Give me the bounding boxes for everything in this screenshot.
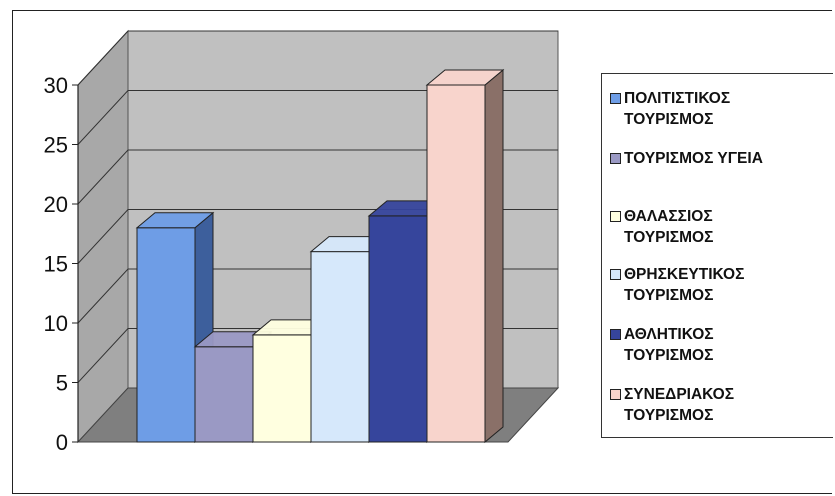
y-tick-label: 15 <box>44 252 68 277</box>
legend-item: ΠΟΛΙΤΙΣΤΙΚΟΣ ΤΟΥΡΙΣΜΟΣ <box>610 88 824 130</box>
legend-item: ΤΟΥΡΙΣΜΟΣ ΥΓΕΙΑ <box>610 148 824 169</box>
legend-label: ΑΘΛΗΤΙΚΟΣ ΤΟΥΡΙΣΜΟΣ <box>624 326 714 364</box>
legend-item: ΑΘΛΗΤΙΚΟΣ ΤΟΥΡΙΣΜΟΣ <box>610 324 824 366</box>
legend-item: ΘΡΗΣΚΕΥΤΙΚΟΣ ΤΟΥΡΙΣΜΟΣ <box>610 264 824 306</box>
legend-swatch <box>610 211 621 222</box>
bar-top <box>425 69 505 86</box>
gridline <box>77 149 558 205</box>
legend-item: ΘΑΛΑΣΣΙΟΣ ΤΟΥΡΙΣΜΟΣ <box>610 206 824 248</box>
legend-label: ΤΟΥΡΙΣΜΟΣ ΥΓΕΙΑ <box>624 150 763 167</box>
bar <box>194 346 254 443</box>
legend-swatch <box>610 329 621 340</box>
y-tick-label: 30 <box>44 73 68 98</box>
bar-side <box>484 68 504 444</box>
legend-swatch <box>610 93 621 104</box>
legend-label: ΘΑΛΑΣΣΙΟΣ ΤΟΥΡΙΣΜΟΣ <box>624 208 714 246</box>
y-tick-label: 5 <box>56 371 68 396</box>
legend-label: ΘΡΗΣΚΕΥΤΙΚΟΣ ΤΟΥΡΙΣΜΟΣ <box>624 266 745 304</box>
y-tick-label: 20 <box>44 192 68 217</box>
legend-item: ΣΥΝΕΔΡΙΑΚΟΣ ΤΟΥΡΙΣΜΟΣ <box>610 384 824 426</box>
legend-label: ΣΥΝΕΔΡΙΑΚΟΣ ΤΟΥΡΙΣΜΟΣ <box>624 386 734 424</box>
y-tick-label: 10 <box>44 311 68 336</box>
legend-swatch <box>610 153 621 164</box>
legend-swatch <box>610 389 621 400</box>
y-tick-label: 0 <box>56 430 68 455</box>
gridline <box>77 30 558 86</box>
bar <box>368 215 428 443</box>
legend-label: ΠΟΛΙΤΙΣΤΙΚΟΣ ΤΟΥΡΙΣΜΟΣ <box>624 90 731 128</box>
gridline <box>77 90 558 145</box>
chart-legend: ΠΟΛΙΤΙΣΤΙΚΟΣ ΤΟΥΡΙΣΜΟΣ ΤΟΥΡΙΣΜΟΣ ΥΓΕΙΑ ΘΑΛ… <box>601 73 833 438</box>
bar <box>252 334 312 443</box>
bar-top <box>135 212 215 229</box>
y-tick-label: 25 <box>44 133 68 158</box>
bar <box>310 251 370 443</box>
bar <box>426 84 486 443</box>
bar <box>136 227 196 443</box>
legend-swatch <box>610 269 621 280</box>
